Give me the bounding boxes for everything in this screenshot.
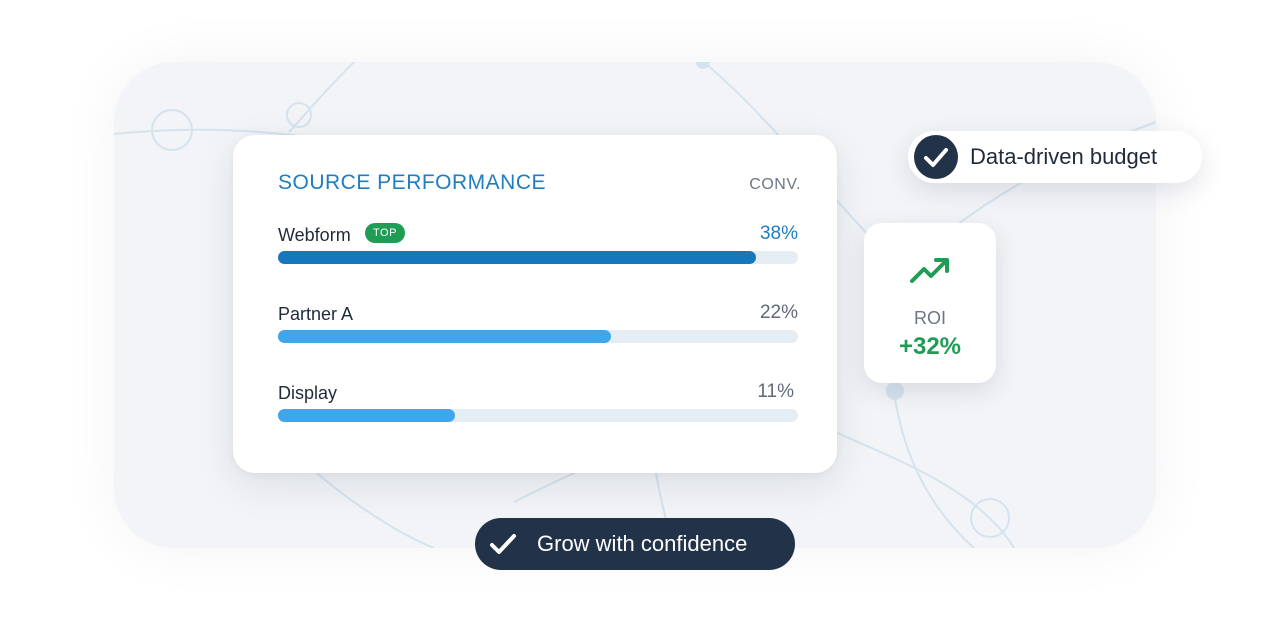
data-driven-budget-callout: Data-driven budget <box>908 131 1202 183</box>
source-row-webform: Webform TOP 38% <box>278 223 798 285</box>
roi-card: ROI +32% <box>864 223 996 383</box>
trending-up-icon <box>909 253 951 292</box>
progress-fill <box>278 409 455 422</box>
conversion-percent: 22% <box>759 302 798 323</box>
checkmark-icon <box>487 528 519 560</box>
source-name: Display <box>278 383 338 403</box>
callout-label: Data-driven budget <box>970 144 1158 169</box>
roi-label: ROI <box>913 308 946 328</box>
grow-with-confidence-callout: Grow with confidence <box>475 518 795 570</box>
top-badge: TOP <box>365 223 405 243</box>
progress-fill <box>278 251 757 264</box>
source-performance-card: SOURCE PERFORMANCE CONV. Webform TOP 38%… <box>233 135 837 473</box>
card-title: SOURCE PERFORMANCE <box>278 171 547 194</box>
progress-track <box>278 251 798 264</box>
source-name: Webform <box>278 225 351 245</box>
source-row-display: Display 11% <box>278 381 798 443</box>
conversion-percent: 38% <box>759 223 798 244</box>
roi-value: +32% <box>898 333 962 360</box>
source-row-partner-a: Partner A 22% <box>278 302 798 364</box>
checkmark-icon <box>914 135 958 179</box>
progress-track <box>278 409 798 422</box>
callout-label: Grow with confidence <box>537 531 748 556</box>
progress-track <box>278 330 798 343</box>
conversion-percent: 11% <box>757 381 794 402</box>
source-name: Partner A <box>278 304 354 324</box>
conversion-column-header: CONV. <box>749 176 801 193</box>
progress-fill <box>278 330 611 343</box>
